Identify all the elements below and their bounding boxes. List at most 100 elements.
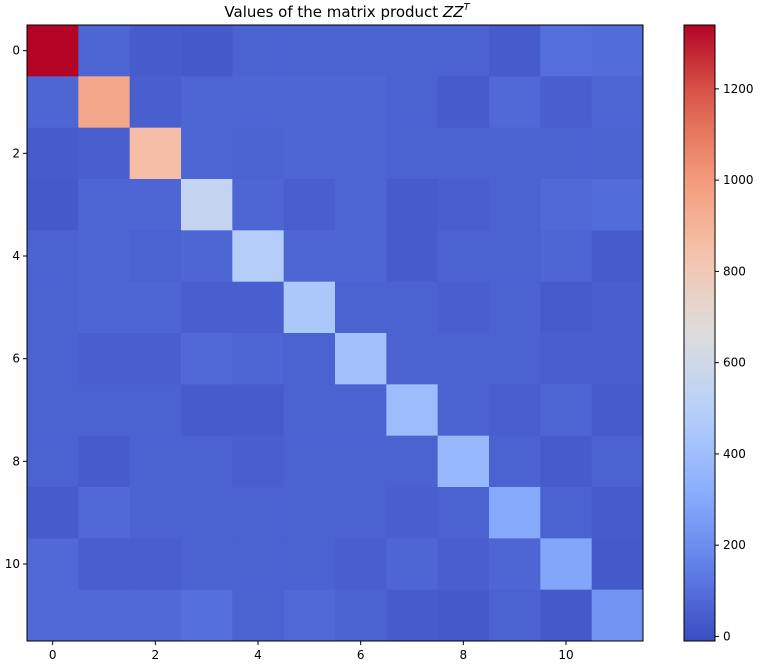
heatmap-cell-r2-c4 — [232, 127, 285, 180]
heatmap-cell-r10-c3 — [181, 538, 233, 591]
colorbar-frame — [683, 24, 716, 642]
heatmap-cell-r7-c5 — [283, 384, 336, 437]
heatmap-cell-r9-c11 — [591, 487, 644, 539]
heatmap-cell-r11-c3 — [181, 589, 233, 642]
heatmap-cell-r4-c11 — [591, 230, 644, 283]
heatmap-cell-r1-c4 — [232, 76, 285, 129]
heatmap-cell-r1-c3 — [181, 76, 233, 129]
heatmap-cell-r6-c2 — [129, 333, 182, 385]
heatmap-cell-r2-c8 — [437, 127, 490, 180]
heatmap-cell-r11-c1 — [78, 589, 131, 642]
heatmap-cell-r10-c5 — [283, 538, 336, 591]
x-tick-label: 0 — [49, 648, 57, 662]
heatmap-cell-r11-c0 — [27, 589, 79, 642]
heatmap-cell-r1-c8 — [437, 76, 490, 129]
heatmap-cell-r10-c4 — [232, 538, 285, 591]
heatmap-cell-r11-c10 — [540, 589, 593, 642]
heatmap-cell-r7-c2 — [129, 384, 182, 437]
heatmap-cell-r6-c10 — [540, 333, 593, 385]
heatmap-cell-r10-c7 — [386, 538, 439, 591]
y-tick-label: 0 — [12, 44, 20, 58]
heatmap-cell-r6-c11 — [591, 333, 644, 385]
heatmap-cell-r3-c0 — [27, 179, 79, 231]
heatmap-cell-r3-c11 — [591, 179, 644, 231]
heatmap-cell-r0-c0 — [27, 25, 79, 77]
heatmap-cell-r2-c6 — [335, 127, 387, 180]
heatmap-cell-r1-c11 — [591, 76, 644, 129]
colorbar-tick-label: 600 — [723, 356, 746, 370]
heatmap-cell-r4-c7 — [386, 230, 439, 283]
heatmap-cell-r0-c10 — [540, 25, 593, 77]
heatmap-cell-r0-c2 — [129, 25, 182, 77]
heatmap-cell-r0-c4 — [232, 25, 285, 77]
heatmap-cell-r6-c8 — [437, 333, 490, 385]
heatmap-cell-r7-c6 — [335, 384, 387, 437]
heatmap-cell-r8-c0 — [27, 435, 79, 488]
heatmap-cell-r3-c6 — [335, 179, 387, 231]
x-tick-label: 10 — [558, 648, 573, 662]
heatmap-cell-r7-c8 — [437, 384, 490, 437]
heatmap-cell-r8-c1 — [78, 435, 131, 488]
heatmap-cell-r5-c11 — [591, 281, 644, 334]
heatmap-cell-r9-c8 — [437, 487, 490, 539]
heatmap-cell-r9-c5 — [283, 487, 336, 539]
heatmap-cell-r3-c9 — [489, 179, 541, 231]
heatmap-cell-r4-c3 — [181, 230, 233, 283]
chart-title-main: Values of the matrix product — [224, 3, 443, 21]
heatmap-cell-r4-c4 — [232, 230, 285, 283]
heatmap-cell-r10-c1 — [78, 538, 131, 591]
y-tick-label: 4 — [12, 249, 20, 263]
heatmap-cell-r4-c9 — [489, 230, 541, 283]
heatmap-cell-r1-c7 — [386, 76, 439, 129]
heatmap-cell-r11-c6 — [335, 589, 387, 642]
heatmap-cell-r9-c2 — [129, 487, 182, 539]
heatmap-cell-r11-c7 — [386, 589, 439, 642]
heatmap-cell-r8-c6 — [335, 435, 387, 488]
heatmap-cell-r11-c8 — [437, 589, 490, 642]
y-axis: 0 2 4 6 8 10 — [5, 44, 27, 571]
heatmap-cell-r3-c1 — [78, 179, 131, 231]
heatmap-cell-r1-c1 — [78, 76, 131, 129]
heatmap-cell-r7-c9 — [489, 384, 541, 437]
heatmap-cell-r4-c10 — [540, 230, 593, 283]
heatmap-cell-r11-c9 — [489, 589, 541, 642]
heatmap-cell-r5-c5 — [283, 281, 336, 334]
heatmap-cell-r7-c10 — [540, 384, 593, 437]
heatmap-cell-r8-c8 — [437, 435, 490, 488]
heatmap-cell-r6-c3 — [181, 333, 233, 385]
heatmap-cell-r10-c11 — [591, 538, 644, 591]
y-tick-label: 8 — [12, 454, 20, 468]
heatmap-cell-r3-c8 — [437, 179, 490, 231]
heatmap-cell-r6-c5 — [283, 333, 336, 385]
heatmap-cell-r3-c3 — [181, 179, 233, 231]
heatmap-cell-r2-c10 — [540, 127, 593, 180]
y-tick-label: 6 — [12, 352, 20, 366]
heatmap-cell-r6-c7 — [386, 333, 439, 385]
heatmap-cell-r0-c5 — [283, 25, 336, 77]
colorbar-tick-label: 1200 — [723, 82, 754, 96]
heatmap-cell-r3-c7 — [386, 179, 439, 231]
heatmap-cell-r8-c10 — [540, 435, 593, 488]
heatmap-cell-r4-c8 — [437, 230, 490, 283]
colorbar-tick-label: 800 — [723, 264, 746, 278]
heatmap-cell-r4-c1 — [78, 230, 131, 283]
heatmap-frame — [26, 24, 644, 642]
heatmap-cell-r11-c4 — [232, 589, 285, 642]
heatmap-cell-r8-c3 — [181, 435, 233, 488]
x-tick-label: 6 — [357, 648, 365, 662]
x-tick-label: 4 — [254, 648, 262, 662]
heatmap-cell-r8-c4 — [232, 435, 285, 488]
colorbar-tick-label: 1000 — [723, 173, 754, 187]
heatmap-cell-r2-c0 — [27, 127, 79, 180]
heatmap-cell-r4-c2 — [129, 230, 182, 283]
heatmap-cell-r5-c6 — [335, 281, 387, 334]
heatmap-cell-r8-c2 — [129, 435, 182, 488]
heatmap-cell-r6-c9 — [489, 333, 541, 385]
heatmap-cell-r10-c10 — [540, 538, 593, 591]
chart-title-math: ZZ — [442, 3, 464, 21]
heatmap-cell-r2-c9 — [489, 127, 541, 180]
heatmap-cell-r5-c9 — [489, 281, 541, 334]
heatmap-cell-r9-c3 — [181, 487, 233, 539]
heatmap-cell-r7-c7 — [386, 384, 439, 437]
